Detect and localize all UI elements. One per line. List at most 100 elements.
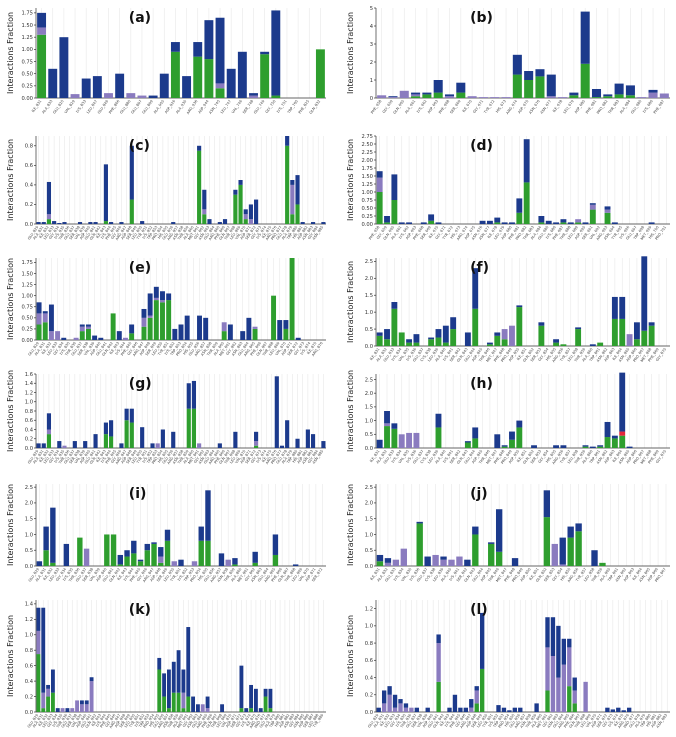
y-tick-label-c-1: 0.2 [25, 202, 33, 208]
bar-g-LYS_844-water-bridges [109, 420, 114, 437]
bar-l-ILE_843-water-bridges [447, 707, 452, 712]
bar-a-GLU_899-water-bridges [148, 95, 158, 98]
bar-d-THR_688-water-bridges [567, 222, 574, 224]
y-tick-label-h-0: 0.0 [365, 446, 373, 452]
x-tick-label-c-22: LYS_852 [142, 225, 154, 239]
bar-c-LEU_869-h-bonds [238, 184, 243, 224]
bar-k-ILE_832-h-bonds [46, 696, 51, 712]
bar-g-ASN_883-water-bridges [310, 434, 316, 448]
bar-e-PRO_854-water-bridges [184, 315, 190, 340]
bar-d-SER_669-h-bonds [428, 220, 435, 224]
bar-c-GLU_829-water-bridges [36, 222, 41, 224]
bar-h-ASN_865-water-bridges [626, 446, 633, 448]
bar-i-GLN_842-h-bonds [117, 564, 123, 566]
y-tick-label-k-0: 0.0 [25, 710, 33, 716]
y-tick-label-e-5: 1.25 [21, 282, 33, 288]
bar-d-SER_691-hydrophobic [589, 204, 596, 210]
bar-e-SER_838-water-bridges [85, 324, 91, 327]
bar-f-ALA_860-water-bridges [589, 344, 596, 346]
bar-b-TYR_672-hydrophobic [490, 97, 500, 98]
bar-e-VAL_839-water-bridges [92, 335, 98, 340]
bar-h-HIS_855-water-bridges [553, 445, 560, 448]
x-tick-label-e-5: LYS_835 [59, 341, 71, 355]
bar-i-ALA_831-h-bonds [43, 550, 49, 566]
y-tick-label-a-6: 1.50 [21, 23, 33, 29]
bar-i-GLU_841-h-bonds [110, 534, 117, 566]
x-tick-label-c-2: ILE_832 [38, 225, 49, 239]
bar-f-VAL_835-water-bridges [406, 339, 413, 343]
bar-k-THR_859-h-bonds [176, 692, 181, 712]
bar-b-HIS_673-hydrophobic [501, 97, 511, 98]
y-tick-label-h-4: 2.0 [365, 391, 373, 397]
bar-l-VAL_839-water-bridges [425, 707, 430, 712]
y-tick-label-h-3: 1.5 [365, 405, 373, 411]
bar-l-GLY_834-hydrophobic [398, 703, 403, 712]
y-tick-label-d-5: 1.25 [361, 182, 373, 188]
y-tick-label-a-5: 1.25 [21, 35, 33, 41]
bar-f-MET_868-h-bonds [648, 325, 655, 346]
y-tick-label-e-6: 1.50 [21, 271, 33, 277]
bar-f-ILE_864-h-bonds [619, 318, 626, 346]
bar-k-ASP_840-hydrophobic [84, 704, 89, 712]
x-tick-label-l-5: LYS_835 [395, 713, 407, 727]
x-tick-label-j-10: LYS_841 [449, 567, 461, 581]
bar-k-GLU_829-water-bridges [36, 607, 41, 631]
bar-k-SER_838-hydrophobic [75, 700, 80, 712]
bar-l-ALA_831-water-bridges [381, 690, 387, 704]
y-tick-label-k-6: 1.2 [25, 617, 33, 623]
x-tick-label-c-13: ILE_843 [95, 225, 106, 239]
bar-g-ALA_860-water-bridges [191, 380, 197, 409]
bar-j-LYS_836-water-bridges [416, 521, 423, 524]
bar-h-GLU_844-h-bonds [472, 438, 479, 448]
bar-j-LEU_858-water-bridges [591, 550, 598, 566]
bar-g-LEU_850-water-bridges [140, 427, 145, 448]
y-tick-label-e-7: 1.75 [21, 260, 33, 266]
bar-j-ALA_832-hydrophobic [384, 562, 392, 566]
bar-c-ILE_832-water-bridges [46, 181, 52, 215]
bar-l-LYS_874-water-bridges [616, 707, 621, 712]
x-tick-label-i-13: ILE_843 [117, 567, 128, 581]
bar-c-GLY_862-water-bridges [202, 189, 207, 210]
y-tick-label-g-7: 1.4 [25, 381, 34, 387]
bar-l-GLY_862-hydrophobic [550, 656, 556, 712]
bar-c-GLU_841-water-bridges [93, 222, 98, 224]
bar-e-ASP_848-hydrophobic [147, 315, 153, 318]
bar-h-ARG_856-water-bridges [560, 445, 567, 448]
bar-f-LEU_858-water-bridges [575, 327, 582, 330]
bar-e-LEU_850-water-bridges [160, 291, 165, 301]
bar-g-SER_872-hydrophobic [254, 441, 259, 446]
bar-e-THR_836-hydrophobic [73, 337, 79, 340]
y-tick-label-h-2: 1.0 [365, 418, 373, 424]
y-axis-label-c: Interactions Fraction [6, 139, 15, 221]
bar-i-ARG_847-water-bridges [151, 542, 157, 544]
bar-i-ARG_857-water-bridges [218, 553, 225, 566]
bar-l-GLU_864-hydrophobic [561, 664, 567, 712]
bar-f-ASP_863-water-bridges [611, 296, 618, 319]
bar-a-GLU_825-water-bridges [59, 37, 69, 98]
y-tick-label-i-2: 1.0 [25, 532, 33, 538]
bar-i-GLN_842-water-bridges [117, 554, 123, 565]
bar-k-GLU_856-h-bonds [162, 696, 167, 712]
bar-l-LYS_835-water-bridges [403, 703, 409, 708]
bar-c-ASN_863-water-bridges [207, 219, 212, 224]
bar-i-LEU_850-hydrophobic [171, 561, 177, 566]
bar-g-LYS_835-hydrophobic [62, 445, 67, 448]
bar-j-THR_846-h-bonds [495, 551, 503, 566]
bar-a-ALA_900-water-bridges [159, 73, 169, 98]
bar-f-LEU_839-water-bridges [435, 329, 442, 338]
bar-j-HIS_855-water-bridges [567, 526, 574, 538]
bar-l-PRO_854-water-bridges [507, 710, 512, 712]
bar-a-ARG_936-water-bridges [193, 42, 203, 57]
bar-l-LEU_833-water-bridges [392, 694, 398, 708]
bar-c-ALA_879-h-bonds [290, 214, 295, 224]
bar-f-PRO_867-water-bridges [641, 256, 648, 331]
bar-k-HIS_855-water-bridges [157, 657, 162, 670]
bar-e-PHE_845-h-bonds [129, 333, 135, 340]
panel-label-c: (c) [129, 138, 150, 154]
y-tick-label-k-4: 0.8 [25, 648, 33, 654]
chart-g-svg: 0.0 0.2 0.4 0.6 0.8 1.0 1.2 1.4 1.6 Interactions … [6, 370, 326, 466]
panel-label-e: (e) [129, 260, 151, 276]
y-tick-label-l-6: 1.2 [365, 606, 373, 612]
bar-l-SER_872-water-bridges [605, 707, 610, 712]
bar-c-GLY_862-h-bonds [202, 214, 207, 224]
